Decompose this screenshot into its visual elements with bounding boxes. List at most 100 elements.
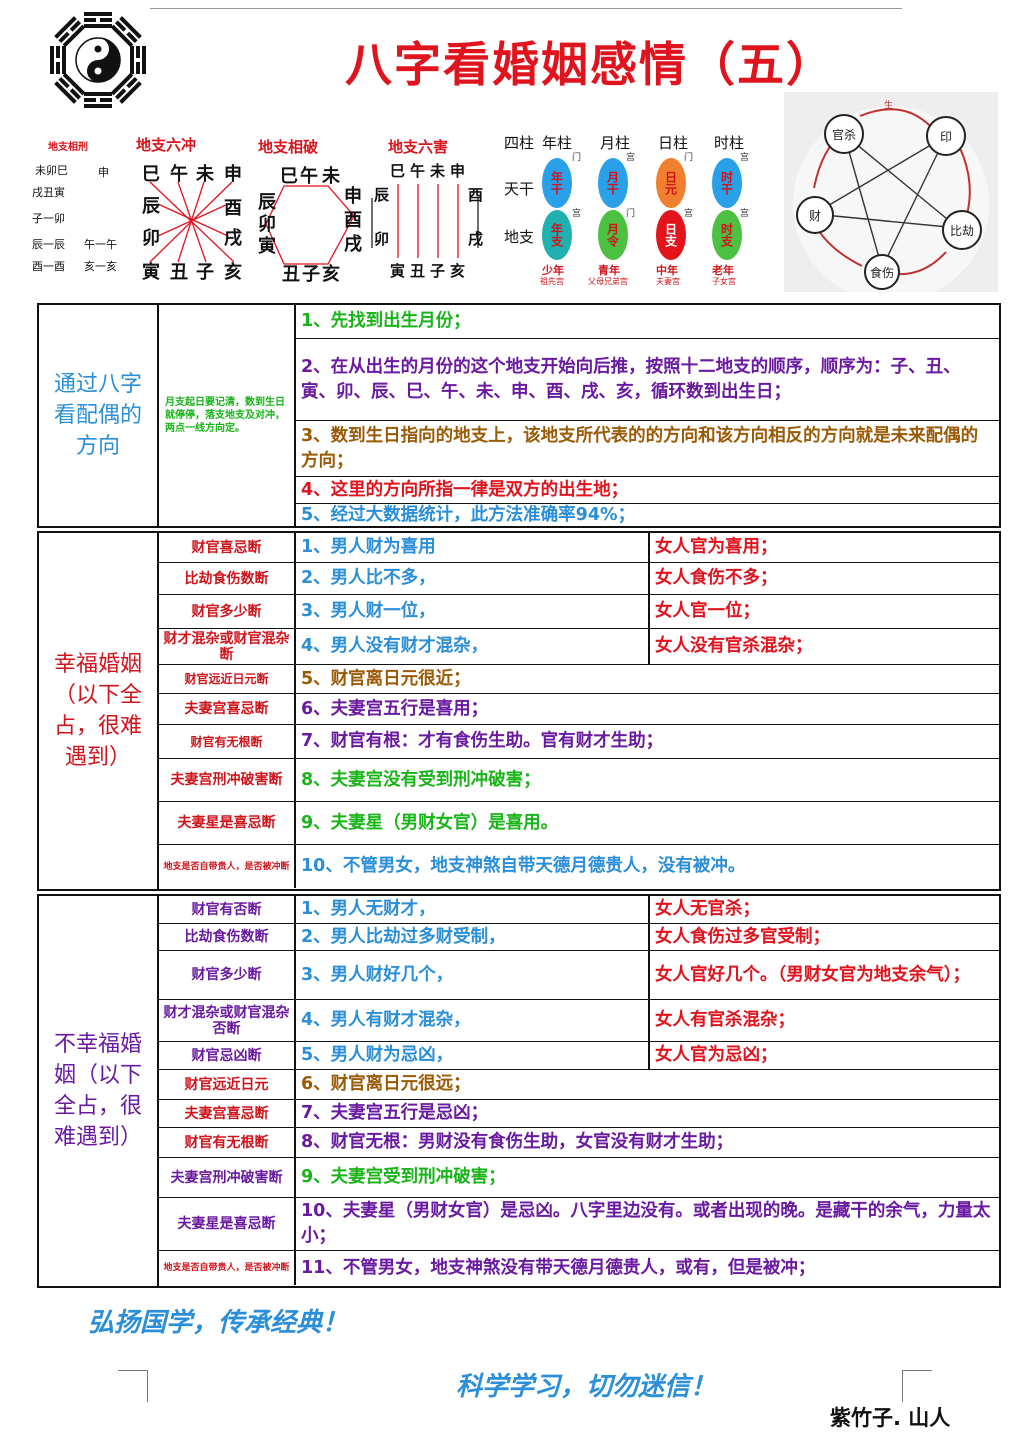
pillar-note: 宫	[684, 209, 694, 219]
section-unhappy-marriage: 不幸福婚姻（以下全占，很难遇到） 财官有否断 1、男人无财才， 女人无官杀； 比…	[37, 894, 1001, 1288]
table-row: 比劫食伤数断 2、男人比劫过多财受制， 女人食伤过多官受制；	[159, 923, 999, 950]
table-row: 3、数到生日指向的地支上，该地支所代表的的方向和该方向相反的方向就是未来配偶的方…	[296, 420, 999, 476]
liuhai-title: 地支六害	[388, 138, 449, 156]
table-row: 1、先找到出生月份；	[296, 305, 999, 338]
xiangxing-row: 亥一亥	[84, 260, 117, 273]
bagua-taiji-logo	[48, 10, 148, 110]
branch-year-oval: 年支	[542, 210, 572, 260]
xiangpo-bottom: 亥	[322, 264, 340, 285]
section-note: 月支起日要记清，数到生日就停停，落支地支及对冲，两点一线方向定。	[159, 305, 296, 526]
table-row: 比劫食伤数断 2、男人比不多， 女人食伤不多；	[159, 562, 999, 594]
palace-label: 祖先宫	[540, 277, 564, 286]
stem-hour-oval: 时干	[712, 158, 742, 208]
liuchong-top: 未	[196, 164, 214, 185]
pillar-header: 月柱	[600, 134, 631, 152]
liuhai-bottom: 寅	[390, 262, 406, 280]
row-text: 6、财官离日元很远；	[301, 1074, 471, 1094]
pillar-row-label: 天干	[504, 180, 535, 198]
row-category: 夫妻星是喜忌断	[159, 1198, 296, 1250]
row-male: 3、男人财一位，	[296, 595, 650, 628]
row-category: 地支是否自带贵人，是否被冲断	[159, 845, 296, 888]
row-category: 地支是否自带贵人，是否被冲断	[159, 1251, 296, 1285]
liuhai-top: 未	[430, 162, 446, 180]
table-row: 财官有无根断 7、财官有根：才有食伤生助。官有财才生助；	[159, 724, 999, 758]
row-text: 8、财官无根：男财没有食伤生助，女官没有财才生助；	[301, 1132, 734, 1152]
pillar-note: 门	[684, 153, 694, 163]
liuchong-panel: 巳 午 未 申 辰 卯 酉 戌 寅 丑 子 亥	[138, 158, 246, 283]
pillar-note: 宫	[740, 153, 750, 163]
row-text: 11、不管男女，地支神煞没有带天德月德贵人，或有，但是被冲；	[301, 1257, 816, 1278]
row-female: 女人无官杀；	[655, 899, 760, 919]
row-text: 5、经过大数据统计，此方法准确率94%；	[301, 505, 636, 525]
table-row: 夫妻星是喜忌断 10、夫妻星（男财女官）是忌凶。八字里边没有。或者出现的晚。是藏…	[159, 1197, 999, 1250]
row-text: 2、在从出生的月份的这个地支开始向后推，按照十二地支的顺序，顺序为：子、丑、寅、…	[301, 356, 961, 402]
liuhai-bottom: 亥	[450, 262, 466, 280]
row-male: 4、男人没有财才混杂，	[296, 629, 650, 664]
table-row: 夫妻宫喜忌断 6、夫妻宫五行是喜用；	[159, 693, 999, 724]
row-text: 9、夫妻星（男财女官）是喜用。	[301, 812, 559, 833]
pillar-note: 宫	[626, 153, 636, 163]
pillar-note: 门	[626, 209, 636, 219]
table-row: 夫妻宫刑冲破害断 9、夫妻宫受到刑冲破害；	[159, 1157, 999, 1197]
stem-day-oval: 日元	[656, 158, 686, 208]
xiangxing-row: 戌丑寅	[32, 186, 65, 199]
row-category: 比劫食伤数断	[159, 924, 296, 950]
row-category: 财官远近日元断	[159, 665, 296, 693]
liuhai-top: 申	[450, 162, 466, 180]
liuhai-right: 戌	[468, 230, 484, 248]
pillar-note: 宫	[740, 209, 750, 219]
row-female: 女人官为忌凶；	[655, 1045, 778, 1065]
table-row: 地支是否自带贵人，是否被冲断 11、不管男女，地支神煞没有带天德月德贵人，或有，…	[159, 1250, 999, 1285]
row-text: 6、夫妻宫五行是喜用；	[301, 698, 489, 719]
row-category: 夫妻宫喜忌断	[159, 1100, 296, 1127]
wuxing-top-label: 生	[884, 101, 894, 111]
section-label: 不幸福婚姻（以下全占，很难遇到）	[39, 896, 159, 1286]
pillar-note: 门	[572, 153, 582, 163]
liuchong-title: 地支六冲	[136, 136, 197, 154]
section-happy-marriage: 幸福婚姻（以下全占，很难遇到） 财官喜忌断 1、男人财为喜用 女人官为喜用； 比…	[37, 531, 1001, 891]
footer-slogan-1: 弘扬国学，传承经典！	[88, 1308, 349, 1338]
table-row: 财官喜忌断 1、男人财为喜用 女人官为喜用；	[159, 533, 999, 562]
row-text: 5、财官离日元很近；	[301, 668, 471, 689]
top-rule	[150, 8, 902, 9]
table-row: 财官有否断 1、男人无财才， 女人无官杀；	[159, 896, 999, 923]
bagua-icon	[50, 12, 146, 108]
xiangpo-right: 酉	[344, 210, 362, 231]
table-row: 4、这里的方向所指一律是双方的出生地；	[296, 476, 999, 503]
xiangpo-left: 卯	[258, 214, 276, 235]
liuchong-bottom: 子	[196, 262, 214, 283]
pillar-header: 时柱	[714, 134, 745, 152]
section-label: 幸福婚姻（以下全占，很难遇到）	[39, 533, 159, 889]
row-male: 1、男人财为喜用	[296, 533, 650, 562]
pillar-header: 年柱	[542, 134, 573, 152]
four-pillars-panel: 四柱 年柱 月柱 日柱 时柱 天干 地支 年干 月干 日元 时干 年支 月令 日…	[500, 128, 780, 288]
pillar-header: 四柱	[504, 134, 535, 152]
xiangpo-right: 申	[344, 186, 362, 207]
liuchong-right: 酉	[224, 198, 242, 219]
wuxing-node-cai: 财	[796, 196, 834, 234]
liuhai-left: 卯	[374, 230, 390, 248]
palace-label: 夫妻宫	[656, 277, 680, 286]
row-category: 夫妻宫刑冲破害断	[159, 759, 296, 801]
row-female: 女人官好几个。（男财女官为地支余气）；	[655, 964, 970, 985]
table-row: 财才混杂或财官混杂断 4、男人没有财才混杂， 女人没有官杀混杂；	[159, 628, 999, 664]
row-category: 财才混杂或财官混杂断	[159, 629, 296, 664]
section-label: 通过八字看配偶的方向	[39, 305, 159, 526]
table-row: 夫妻宫刑冲破害断 8、夫妻宫没有受到刑冲破害；	[159, 758, 999, 801]
row-category: 财官远近日元	[159, 1070, 296, 1099]
xiangpo-bottom: 子	[302, 264, 320, 285]
palace-label: 父母兄弟宫	[588, 277, 628, 286]
pillar-header: 日柱	[658, 134, 689, 152]
row-text: 10、夫妻星（男财女官）是忌凶。八字里边没有。或者出现的晚。是藏干的余气，力量太…	[301, 1201, 991, 1246]
table-row: 财官多少断 3、男人财一位， 女人官一位；	[159, 594, 999, 628]
liuhai-panel: 巳 午 未 申 辰 卯 酉 戌 寅 丑 子 亥	[370, 158, 486, 282]
xiangxing-row: 申	[98, 166, 109, 179]
xiangpo-panel: 巳 午 未 辰 卯 寅 申 酉 戌 丑 子 亥	[256, 160, 366, 285]
row-category: 财官喜忌断	[159, 533, 296, 562]
row-category: 夫妻星是喜忌断	[159, 802, 296, 844]
row-female: 女人有官杀混杂；	[655, 1010, 795, 1030]
liuchong-right: 戌	[224, 228, 242, 249]
row-text: 3、数到生日指向的地支上，该地支所代表的的方向和该方向相反的方向就是未来配偶的方…	[301, 425, 979, 471]
branch-month-oval: 月令	[598, 210, 628, 260]
row-text: 4、这里的方向所指一律是双方的出生地；	[301, 479, 629, 500]
